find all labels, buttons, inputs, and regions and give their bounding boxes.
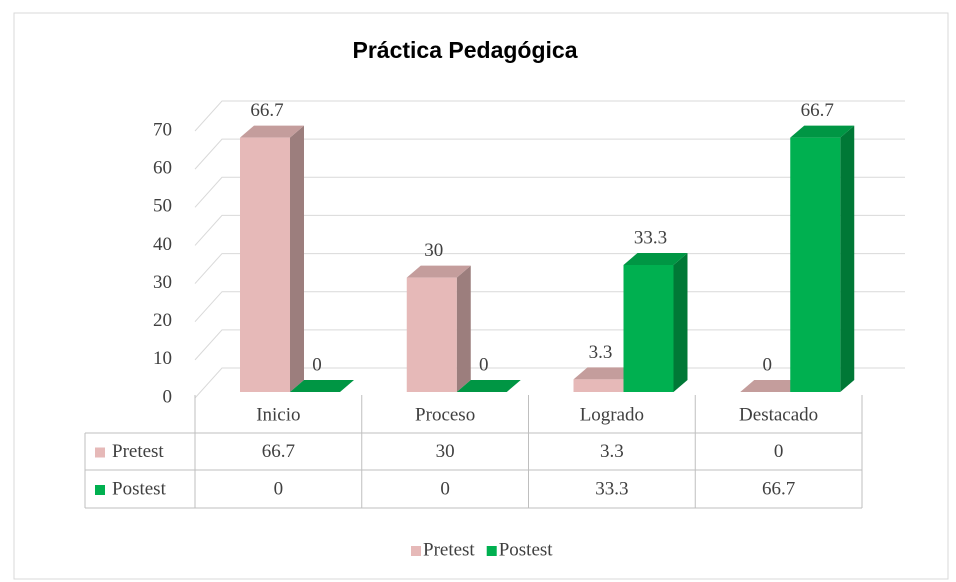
data-label: 3.3 [589, 342, 613, 363]
chart-title: Práctica Pedagógica [353, 37, 578, 63]
table-grid [84, 395, 863, 509]
data-label: 0 [763, 354, 773, 375]
legend-key [486, 546, 497, 556]
table-cell: 33.3 [595, 478, 628, 499]
bar [623, 252, 688, 392]
table-cell: 66.7 [262, 441, 295, 462]
data-label: 30 [424, 240, 443, 261]
data-label: 0 [479, 354, 489, 375]
legend-label: Postest [499, 539, 554, 560]
data-label: 66.7 [801, 100, 834, 121]
data-label: 33.3 [634, 227, 667, 248]
x-tick-label: Logrado [580, 404, 644, 425]
y-tick-label: 20 [153, 310, 172, 331]
table-cell: 0 [274, 478, 284, 499]
x-tick-label: Destacado [739, 404, 818, 425]
y-tick-label: 10 [153, 348, 172, 369]
table-cell: 30 [436, 441, 455, 462]
table-legend-key [95, 447, 105, 458]
bar [406, 265, 471, 392]
y-tick-label: 40 [153, 234, 172, 255]
grid-line [194, 100, 905, 132]
bar [740, 380, 805, 392]
table-row-label: Postest [112, 478, 167, 499]
bar [290, 380, 354, 392]
x-tick-label: Inicio [256, 404, 300, 425]
y-tick-label: 60 [153, 158, 172, 179]
bar [240, 125, 304, 392]
table-cell: 66.7 [762, 478, 795, 499]
bar [790, 125, 855, 392]
grid-line [194, 214, 905, 246]
data-label: 66.7 [250, 100, 283, 121]
table-cell: 3.3 [600, 441, 624, 462]
grid-line [194, 176, 905, 208]
data-label: 0 [312, 354, 322, 375]
table-row-label: Pretest [112, 441, 164, 462]
table-legend-key [95, 485, 105, 495]
y-tick-label: 70 [153, 119, 172, 140]
legend-key [411, 546, 421, 556]
x-tick-label: Proceso [415, 404, 475, 425]
y-tick-label: 50 [153, 196, 172, 217]
table-cell: 0 [440, 478, 450, 499]
bar [456, 380, 521, 392]
y-tick-label: 30 [153, 272, 172, 293]
y-tick-label: 0 [163, 386, 173, 407]
table-cell: 0 [774, 441, 784, 462]
legend-label: Pretest [423, 539, 475, 560]
grid-line [194, 138, 905, 170]
